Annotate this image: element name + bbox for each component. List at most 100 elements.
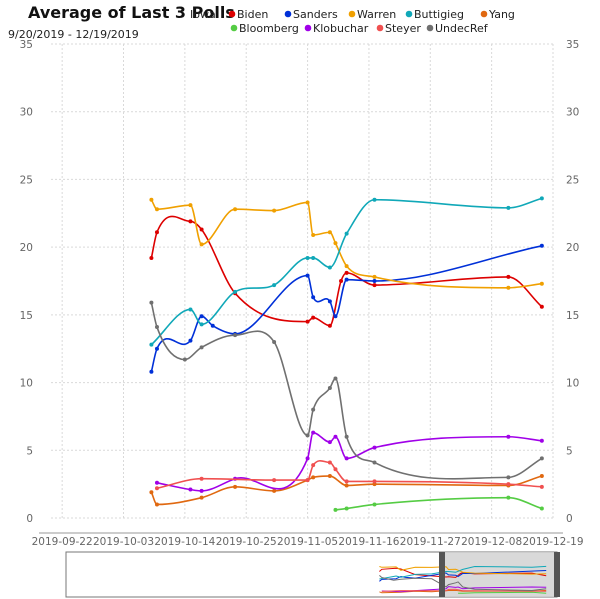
series-undecref[interactable] xyxy=(149,300,544,480)
data-point-undecref[interactable] xyxy=(233,333,238,338)
data-point-biden[interactable] xyxy=(539,304,544,309)
legend-item-yang[interactable]: Yang xyxy=(480,8,515,21)
data-point-klobuchar[interactable] xyxy=(199,488,204,493)
series-warren[interactable] xyxy=(149,197,544,290)
data-point-buttigieg[interactable] xyxy=(149,342,154,347)
data-point-warren[interactable] xyxy=(311,232,316,237)
data-point-steyer[interactable] xyxy=(372,479,377,484)
series-sanders[interactable] xyxy=(149,243,544,374)
data-point-buttigieg[interactable] xyxy=(344,231,349,236)
data-point-buttigieg[interactable] xyxy=(188,307,193,312)
data-point-warren[interactable] xyxy=(154,207,159,212)
data-point-warren[interactable] xyxy=(272,208,277,213)
data-point-warren[interactable] xyxy=(199,242,204,247)
data-point-klobuchar[interactable] xyxy=(333,434,338,439)
data-point-undecref[interactable] xyxy=(372,460,377,465)
data-point-klobuchar[interactable] xyxy=(327,440,332,445)
data-point-yang[interactable] xyxy=(344,483,349,488)
legend-item-undecref[interactable]: UndecRef xyxy=(426,22,489,35)
data-point-warren[interactable] xyxy=(305,200,310,205)
data-point-biden[interactable] xyxy=(199,227,204,232)
data-point-buttigieg[interactable] xyxy=(272,283,277,288)
data-point-buttigieg[interactable] xyxy=(506,205,511,210)
data-point-biden[interactable] xyxy=(339,279,344,283)
data-point-sanders[interactable] xyxy=(344,277,349,282)
data-point-yang[interactable] xyxy=(154,502,159,507)
series-biden[interactable] xyxy=(149,215,544,328)
data-point-sanders[interactable] xyxy=(149,369,154,374)
data-point-bloomberg[interactable] xyxy=(506,495,511,500)
data-point-warren[interactable] xyxy=(188,203,193,208)
data-point-steyer[interactable] xyxy=(333,467,338,472)
data-point-warren[interactable] xyxy=(344,264,349,269)
data-point-yang[interactable] xyxy=(539,474,544,479)
data-point-undecref[interactable] xyxy=(506,475,511,480)
legend-item-buttigieg[interactable]: Buttigieg xyxy=(405,8,464,21)
data-point-sanders[interactable] xyxy=(199,314,204,319)
data-point-bloomberg[interactable] xyxy=(539,506,544,511)
data-point-steyer[interactable] xyxy=(305,478,310,483)
data-point-steyer[interactable] xyxy=(539,484,544,489)
data-point-undecref[interactable] xyxy=(182,357,187,362)
data-point-klobuchar[interactable] xyxy=(372,445,377,450)
data-point-warren[interactable] xyxy=(506,285,511,290)
series-buttigieg[interactable] xyxy=(149,196,544,347)
legend-item-bloomberg[interactable]: Bloomberg xyxy=(230,22,299,35)
data-point-sanders[interactable] xyxy=(188,338,193,343)
data-point-sanders[interactable] xyxy=(305,273,310,278)
data-point-warren[interactable] xyxy=(327,230,332,235)
data-point-klobuchar[interactable] xyxy=(188,487,193,492)
data-point-undecref[interactable] xyxy=(149,300,154,305)
data-point-undecref[interactable] xyxy=(333,376,338,381)
data-point-yang[interactable] xyxy=(149,490,154,495)
data-point-undecref[interactable] xyxy=(311,407,316,412)
data-point-biden[interactable] xyxy=(344,270,349,275)
data-point-undecref[interactable] xyxy=(272,339,277,344)
data-point-buttigieg[interactable] xyxy=(372,197,377,202)
data-point-steyer[interactable] xyxy=(154,486,159,491)
data-point-sanders[interactable] xyxy=(327,299,332,304)
legend-item-klobuchar[interactable]: Klobuchar xyxy=(304,22,369,35)
data-point-undecref[interactable] xyxy=(327,385,332,390)
data-point-biden[interactable] xyxy=(327,323,332,328)
series-steyer[interactable] xyxy=(154,460,544,491)
data-point-klobuchar[interactable] xyxy=(154,480,159,485)
data-point-undecref[interactable] xyxy=(344,434,349,439)
data-point-biden[interactable] xyxy=(372,283,377,288)
legend-item-warren[interactable]: Warren xyxy=(348,8,397,21)
navigator[interactable] xyxy=(65,551,560,598)
data-point-buttigieg[interactable] xyxy=(199,322,204,327)
data-point-buttigieg[interactable] xyxy=(327,265,332,270)
data-point-klobuchar[interactable] xyxy=(311,430,316,435)
series-klobuchar[interactable] xyxy=(154,430,544,493)
data-point-steyer[interactable] xyxy=(272,478,277,483)
data-point-warren[interactable] xyxy=(233,207,238,212)
data-point-klobuchar[interactable] xyxy=(506,434,511,439)
legend[interactable]: Biden Sanders Warren Buttigieg Yang Bloomberg… xyxy=(228,8,515,35)
data-point-steyer[interactable] xyxy=(344,479,349,484)
data-point-undecref[interactable] xyxy=(305,433,310,438)
data-point-buttigieg[interactable] xyxy=(233,289,238,294)
data-point-steyer[interactable] xyxy=(506,482,511,487)
data-point-warren[interactable] xyxy=(149,197,154,202)
legend-item-biden[interactable]: Biden xyxy=(228,8,269,21)
data-point-yang[interactable] xyxy=(233,484,238,489)
data-point-sanders[interactable] xyxy=(311,295,316,300)
data-point-undecref[interactable] xyxy=(154,325,159,330)
data-point-warren[interactable] xyxy=(539,281,544,286)
data-point-sanders[interactable] xyxy=(210,323,215,328)
data-point-bloomberg[interactable] xyxy=(372,502,377,507)
navigator-handle-left[interactable] xyxy=(439,552,445,597)
data-point-klobuchar[interactable] xyxy=(344,456,349,461)
data-point-bloomberg[interactable] xyxy=(344,506,349,511)
data-point-buttigieg[interactable] xyxy=(539,196,544,201)
data-point-biden[interactable] xyxy=(506,274,511,279)
data-point-sanders[interactable] xyxy=(372,279,377,283)
series-bloomberg[interactable] xyxy=(333,495,544,512)
data-point-sanders[interactable] xyxy=(154,346,159,351)
data-point-biden[interactable] xyxy=(188,219,193,224)
data-point-yang[interactable] xyxy=(272,488,277,493)
legend-item-steyer[interactable]: Steyer xyxy=(376,22,422,35)
data-point-yang[interactable] xyxy=(199,495,204,500)
data-point-biden[interactable] xyxy=(305,319,310,324)
